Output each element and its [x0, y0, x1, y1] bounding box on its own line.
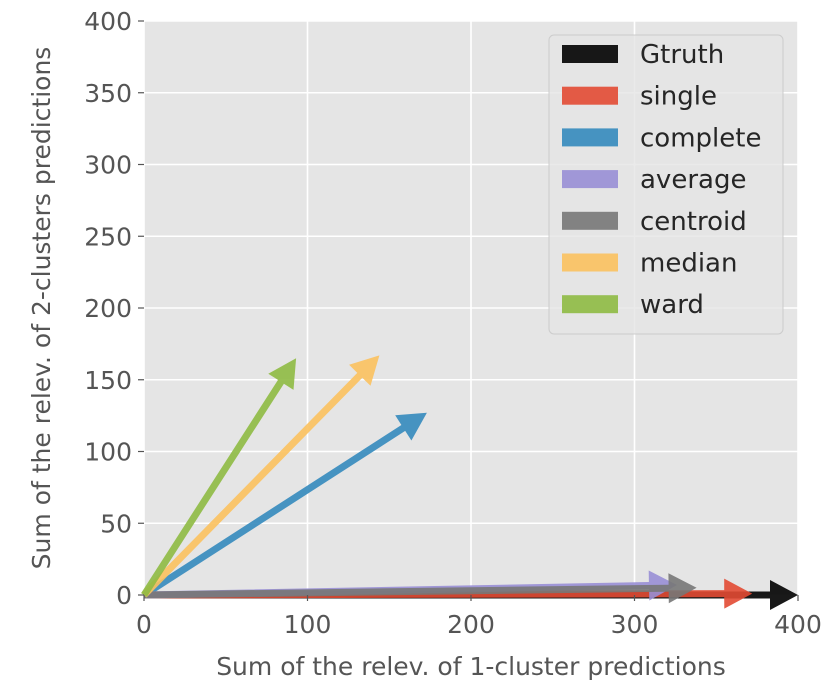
- legend-label-Gtruth: Gtruth: [640, 40, 724, 70]
- legend-swatch-ward: [562, 295, 618, 314]
- legend-label-single: single: [640, 82, 717, 112]
- legend-label-average: average: [640, 165, 746, 195]
- legend-swatch-centroid: [562, 211, 618, 230]
- arrow-ward: [141, 358, 297, 597]
- y-tick-label: 300: [84, 151, 132, 180]
- y-tick-label: 400: [84, 7, 132, 36]
- x-tick-label: 200: [447, 610, 495, 639]
- legend-swatch-Gtruth: [562, 45, 618, 63]
- legend: Gtruth single complete average centroid media…: [548, 34, 784, 335]
- legend-label-median: median: [640, 249, 737, 279]
- x-tick-label: 400: [774, 610, 822, 639]
- legend-label-centroid: centroid: [640, 207, 747, 237]
- x-tick-label: 300: [611, 610, 659, 639]
- x-tick-label: 100: [284, 610, 332, 639]
- arrows: [141, 355, 798, 610]
- legend-label-ward: ward: [640, 290, 704, 320]
- x-axis-label: Sum of the relev. of 1-cluster predictio…: [216, 652, 726, 681]
- y-axis-label: Sum of the relev. of 2-clusters predicti…: [27, 47, 56, 570]
- y-tick-label: 50: [100, 509, 132, 538]
- y-tick-label: 0: [116, 581, 132, 610]
- x-tick-label: 0: [136, 610, 152, 639]
- legend-swatch-complete: [562, 128, 618, 147]
- legend-swatch-average: [562, 170, 618, 189]
- legend-swatch-median: [562, 253, 618, 272]
- legend-label-complete: complete: [640, 123, 761, 153]
- y-tick-label: 250: [84, 222, 132, 251]
- legend-swatch-single: [562, 86, 618, 105]
- arrow-median: [141, 355, 380, 598]
- arrow-centroid: [144, 573, 697, 604]
- arrow-complete: [142, 412, 427, 598]
- axis-ticks: 0 100 200 300 400 0 50 100 150 200 250 300 350 400: [84, 7, 822, 639]
- y-tick-label: 200: [84, 294, 132, 323]
- y-tick-label: 100: [84, 438, 132, 467]
- y-tick-label: 350: [84, 79, 132, 108]
- y-tick-label: 150: [84, 366, 132, 395]
